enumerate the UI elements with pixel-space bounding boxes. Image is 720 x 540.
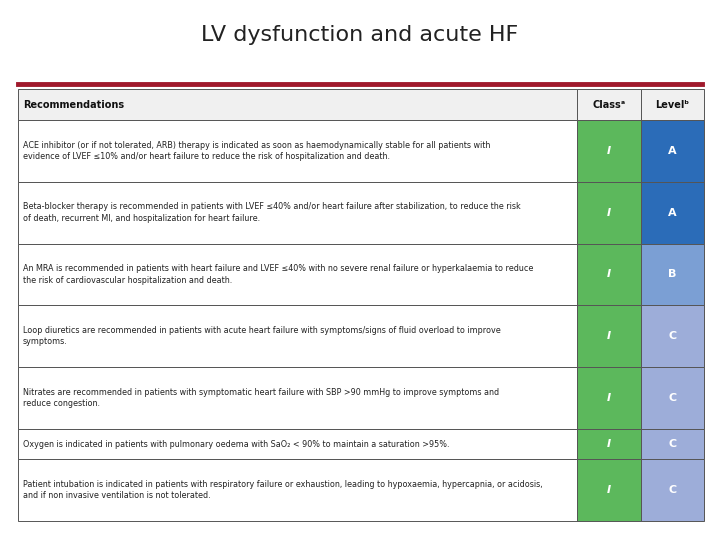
Text: An MRA is recommended in patients with heart failure and LVEF ≤40% with no sever: An MRA is recommended in patients with h… [23, 264, 534, 285]
Text: Recommendations: Recommendations [23, 100, 124, 110]
Text: I: I [607, 393, 611, 403]
Text: I: I [607, 485, 611, 495]
Bar [641, 244, 704, 305]
Bar [18, 460, 577, 521]
Bar [18, 89, 577, 120]
Bar [18, 120, 577, 182]
Bar [577, 460, 641, 521]
Text: C: C [668, 439, 677, 449]
Bar [577, 244, 641, 305]
Text: A: A [668, 208, 677, 218]
Bar [577, 182, 641, 244]
Bar [641, 89, 704, 120]
Bar [641, 305, 704, 367]
Text: LV dysfunction and acute HF: LV dysfunction and acute HF [202, 25, 518, 45]
Bar [18, 244, 577, 305]
Text: I: I [607, 208, 611, 218]
Bar [577, 305, 641, 367]
Text: C: C [668, 331, 677, 341]
Text: C: C [668, 485, 677, 495]
Bar [577, 429, 641, 460]
Bar [641, 120, 704, 182]
Text: B: B [668, 269, 677, 279]
Bar [18, 182, 577, 244]
Text: I: I [607, 269, 611, 279]
Text: Nitrates are recommended in patients with symptomatic heart failure with SBP >90: Nitrates are recommended in patients wit… [23, 388, 499, 408]
Text: Levelᵇ: Levelᵇ [655, 100, 690, 110]
Bar [577, 367, 641, 429]
Bar [641, 460, 704, 521]
Bar [641, 429, 704, 460]
Bar [18, 305, 577, 367]
Text: Patient intubation is indicated in patients with respiratory failure or exhausti: Patient intubation is indicated in patie… [23, 480, 543, 501]
Bar [641, 182, 704, 244]
Text: Loop diuretics are recommended in patients with acute heart failure with symptom: Loop diuretics are recommended in patien… [23, 326, 501, 346]
Text: ACE inhibitor (or if not tolerated, ARB) therapy is indicated as soon as haemody: ACE inhibitor (or if not tolerated, ARB)… [23, 141, 490, 161]
Text: Oxygen is indicated in patients with pulmonary oedema with SaO₂ < 90% to maintai: Oxygen is indicated in patients with pul… [23, 440, 449, 449]
Bar [577, 89, 641, 120]
Text: C: C [668, 393, 677, 403]
Text: A: A [668, 146, 677, 156]
Bar [18, 367, 577, 429]
Bar [641, 367, 704, 429]
Text: I: I [607, 331, 611, 341]
Text: Classᵃ: Classᵃ [593, 100, 626, 110]
Bar [18, 429, 577, 460]
Bar [577, 120, 641, 182]
Text: Beta-blocker therapy is recommended in patients with LVEF ≤40% and/or heart fail: Beta-blocker therapy is recommended in p… [23, 202, 521, 223]
Text: I: I [607, 439, 611, 449]
Text: I: I [607, 146, 611, 156]
